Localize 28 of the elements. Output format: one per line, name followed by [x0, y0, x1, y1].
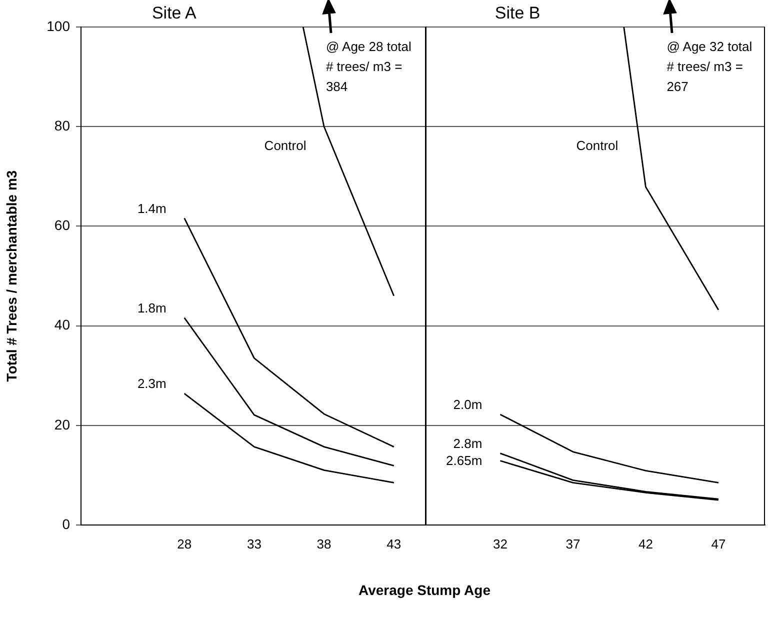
x-tick-label: 43	[386, 536, 402, 552]
series-label: Control	[264, 138, 306, 154]
x-axis-title: Average Stump Age	[358, 582, 492, 598]
series-label: 2.65m	[446, 452, 482, 468]
y-tick-label: 40	[54, 316, 70, 333]
x-tick-label: 42	[638, 536, 653, 552]
x-tick-label: 28	[177, 536, 192, 552]
y-tick-label: 80	[54, 117, 70, 134]
series-label: 1.8m	[137, 300, 166, 316]
annotation: @ Age 28 total # trees/ m3 = 384	[326, 38, 412, 96]
x-tick-label: 47	[711, 536, 726, 552]
x-tick-label: 32	[492, 536, 508, 552]
y-tick-label: 60	[54, 217, 70, 234]
series-label: 1.4m	[137, 200, 166, 216]
series-label: 2.3m	[137, 376, 166, 392]
chart-title: Site B	[494, 4, 540, 23]
y-tick-label: 20	[54, 416, 70, 432]
y-tick-label: 0	[62, 516, 70, 532]
annotation: @ Age 32 total # trees/ m3 = 267	[666, 38, 754, 96]
series-label: Control	[576, 138, 618, 154]
chart-title: Site A	[152, 4, 198, 23]
y-tick-label: 100	[46, 18, 70, 34]
x-tick-label: 38	[316, 536, 332, 552]
series-label: 2.0m	[453, 397, 482, 412]
series-label: 2.8m	[453, 436, 482, 451]
y-axis-title: Total # Trees / merchantable m3	[3, 170, 20, 382]
x-tick-label: 33	[246, 536, 262, 552]
x-tick-label: 37	[566, 536, 580, 552]
